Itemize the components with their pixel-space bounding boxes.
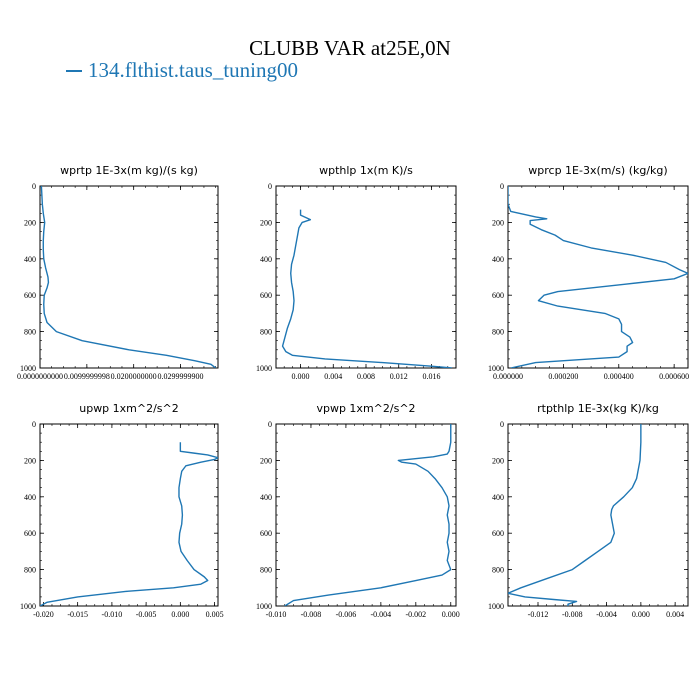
y-tick-label: 0 (500, 420, 504, 429)
x-tick-label: -0.010 (266, 610, 287, 619)
chart-panel-2: wpthlp 1x(m K)/s 0 200 400 600 800 1000 0.000 0.… (256, 164, 457, 381)
chart-panel-4: upwp 1xm^2/s^2 0 200 400 600 800 1000-0.020 -0.… (20, 402, 224, 619)
y-tick-label: 200 (492, 218, 504, 227)
series-line (508, 186, 688, 368)
chart-panel-1: wprtp 1E-3x(m kg)/(s kg) 0 200 400 600 800 100… (17, 164, 219, 381)
x-tick-label: 0.000 (292, 372, 310, 381)
y-tick-label: 400 (260, 493, 272, 502)
y-tick-label: 600 (492, 529, 504, 538)
x-tick-label: 0.012 (390, 372, 408, 381)
x-tick-label: 0.0099999998 (64, 372, 110, 381)
y-tick-label: 1000 (488, 602, 504, 611)
series-line (40, 186, 217, 368)
y-tick-label: 400 (24, 255, 36, 264)
series-line (40, 442, 218, 606)
y-tick-label: 400 (24, 493, 36, 502)
y-tick-label: 1000 (20, 602, 36, 611)
x-tick-label: -0.015 (67, 610, 88, 619)
y-tick-label: 1000 (256, 602, 272, 611)
chart-title: upwp 1xm^2/s^2 (79, 402, 179, 415)
x-tick-label: 0.016 (422, 372, 440, 381)
x-tick-label: -0.020 (33, 610, 54, 619)
plot-frame (39, 423, 219, 607)
x-tick-label: -0.006 (336, 610, 357, 619)
x-tick-label: -0.012 (528, 610, 549, 619)
y-tick-label: 600 (24, 529, 36, 538)
series-line (281, 209, 452, 368)
x-tick-label: 0.0299999900 (158, 372, 204, 381)
y-tick-label: 0 (32, 420, 36, 429)
x-tick-label: -0.002 (405, 610, 426, 619)
y-tick-label: 200 (24, 456, 36, 465)
series-line (284, 424, 452, 606)
y-tick-label: 800 (24, 566, 36, 575)
x-tick-label: 0.000 (632, 610, 650, 619)
x-tick-label: 0.000200 (548, 372, 578, 381)
y-tick-label: 0 (268, 182, 272, 191)
plot-frame (39, 185, 219, 369)
chart-title: rtpthlp 1E-3x(kg K)/kg (537, 402, 659, 415)
x-tick-label: -0.004 (371, 610, 392, 619)
plot-frame (275, 185, 457, 369)
x-tick-label: -0.010 (102, 610, 123, 619)
plot-frame (507, 423, 689, 607)
x-tick-label: 0.004 (324, 372, 342, 381)
legend: 134.flthist.taus_tuning00 (66, 58, 298, 83)
y-tick-label: 200 (260, 218, 272, 227)
legend-label: 134.flthist.taus_tuning00 (88, 58, 298, 82)
chart-title: wpthlp 1x(m K)/s (319, 164, 413, 177)
x-tick-label: 0.000 (171, 610, 189, 619)
x-tick-label: 0.000 (442, 610, 460, 619)
x-tick-label: 0.005 (206, 610, 224, 619)
plot-frame (507, 185, 689, 369)
x-tick-label: -0.004 (596, 610, 617, 619)
y-tick-label: 400 (492, 255, 504, 264)
y-tick-label: 200 (260, 456, 272, 465)
y-tick-label: 800 (24, 328, 36, 337)
y-tick-label: 800 (492, 328, 504, 337)
y-tick-label: 200 (24, 218, 36, 227)
y-tick-label: 600 (24, 291, 36, 300)
x-tick-label: 0.0000000000 (17, 372, 63, 381)
x-tick-label: -0.008 (301, 610, 322, 619)
x-tick-label: 0.000600 (659, 372, 689, 381)
y-tick-label: 800 (492, 566, 504, 575)
chart-panel-6: rtpthlp 1E-3x(kg K)/kg 0 200 400 600 800 1000 -… (488, 402, 689, 619)
legend-swatch (66, 69, 82, 72)
y-tick-label: 600 (260, 291, 272, 300)
x-tick-label: 0.000000 (493, 372, 523, 381)
chart-title: wprtp 1E-3x(m kg)/(s kg) (60, 164, 198, 177)
y-tick-label: 0 (268, 420, 272, 429)
y-tick-label: 0 (500, 182, 504, 191)
x-tick-label: 0.000400 (604, 372, 634, 381)
y-tick-label: 600 (492, 291, 504, 300)
y-tick-label: 1000 (256, 364, 272, 373)
figure-title: CLUBB VAR at25E,0N (249, 36, 451, 60)
y-tick-label: 1000 (20, 364, 36, 373)
x-tick-label: -0.008 (562, 610, 583, 619)
y-tick-label: 400 (260, 255, 272, 264)
chart-panel-3: wprcp 1E-3x(m/s) (kg/kg) 0 200 400 600 800 100… (488, 164, 689, 381)
y-tick-label: 800 (260, 566, 272, 575)
y-tick-label: 800 (260, 328, 272, 337)
x-tick-label: 0.008 (357, 372, 375, 381)
x-tick-label: 0.004 (666, 610, 684, 619)
y-tick-label: 600 (260, 529, 272, 538)
plot-frame (275, 423, 457, 607)
y-tick-label: 1000 (488, 364, 504, 373)
chart-title: wprcp 1E-3x(m/s) (kg/kg) (528, 164, 667, 177)
x-tick-label: -0.005 (136, 610, 157, 619)
y-tick-label: 200 (492, 456, 504, 465)
chart-title: vpwp 1xm^2/s^2 (316, 402, 415, 415)
x-tick-label: 0.0200000000 (111, 372, 157, 381)
y-tick-label: 400 (492, 493, 504, 502)
y-tick-label: 0 (32, 182, 36, 191)
series-line (508, 424, 642, 606)
chart-panel-5: vpwp 1xm^2/s^2 0 200 400 600 800 1000-0.010 -0.… (256, 402, 460, 619)
